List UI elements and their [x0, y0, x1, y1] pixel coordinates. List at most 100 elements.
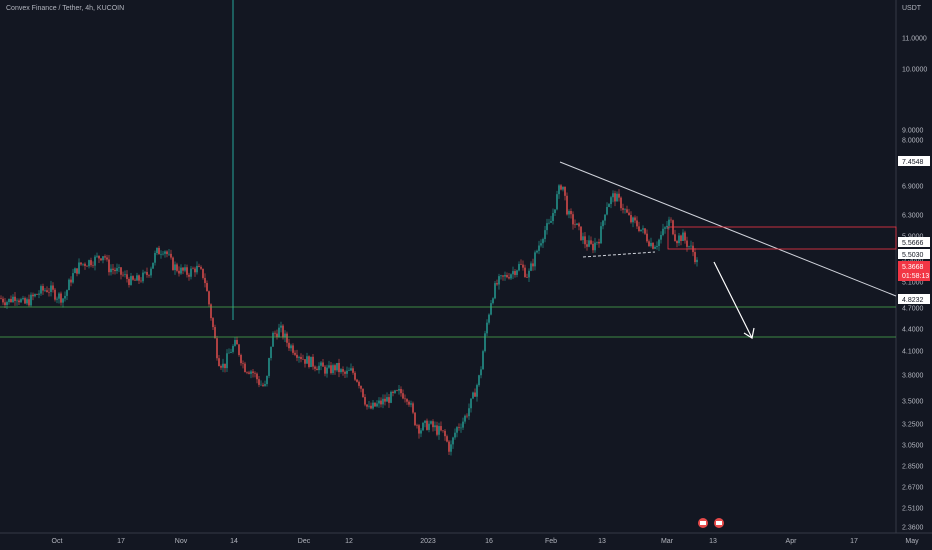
y-tick-label: 2.5100 — [902, 506, 924, 513]
candle-body — [260, 384, 262, 386]
y-tick-label: 11.0000 — [902, 36, 927, 43]
candle-body — [606, 207, 608, 215]
candle-body — [52, 285, 54, 290]
event-flag-icon[interactable] — [698, 518, 708, 528]
candle-body — [450, 444, 452, 452]
svg-text:01:58:13: 01:58:13 — [902, 273, 929, 280]
y-tick-label: 5.5000 — [902, 257, 924, 264]
x-axis-ticks: Oct 17 Nov 14 Dec 12 2023 16 Feb 13 Mar 13 Apr 17 May — [52, 538, 920, 545]
candle-body — [182, 267, 184, 271]
candle-body — [506, 275, 508, 278]
candle-body — [248, 372, 250, 374]
candle-body — [328, 365, 330, 368]
candle-body — [396, 390, 398, 391]
candle-body — [226, 353, 228, 369]
candle-body — [72, 273, 74, 283]
candle-body — [180, 267, 182, 274]
candle-body — [618, 193, 620, 198]
candle-body — [554, 209, 556, 214]
candle-body — [300, 356, 302, 360]
svg-text:5.5666: 5.5666 — [902, 240, 924, 247]
candle-body — [214, 327, 216, 339]
candle-body — [498, 276, 500, 285]
candle-body — [258, 379, 260, 385]
candle-body — [316, 368, 318, 371]
candle-body — [476, 385, 478, 397]
candle-body — [662, 228, 664, 236]
candle-body — [142, 272, 144, 282]
candle-body — [160, 254, 162, 255]
candle-body — [582, 236, 584, 241]
candle-body — [208, 291, 210, 305]
event-flag-icon[interactable] — [714, 518, 724, 528]
candle-body — [510, 274, 512, 279]
candle-body — [166, 251, 168, 255]
y-tick-label: 4.7000 — [902, 306, 924, 313]
candle-body — [116, 268, 118, 272]
candle-body — [314, 366, 316, 369]
candle-body — [680, 235, 682, 241]
candle-body — [8, 298, 10, 303]
candle-body — [346, 370, 348, 374]
candle-body — [350, 368, 352, 371]
price-unit: USDT — [902, 5, 922, 12]
candle-body — [134, 279, 136, 281]
candle-body — [0, 298, 2, 299]
candle-body — [592, 243, 594, 251]
candle-body — [278, 327, 280, 338]
candle-body — [500, 275, 502, 277]
candle-body — [588, 240, 590, 247]
candle-body — [358, 381, 360, 386]
candle-body — [418, 425, 420, 434]
candle-body — [458, 427, 460, 428]
candle-body — [24, 298, 26, 304]
candle-body — [462, 421, 464, 428]
candle-body — [172, 257, 174, 271]
candle-body — [630, 215, 632, 223]
candle-body — [264, 384, 266, 386]
candle-body — [556, 194, 558, 210]
descending-trendline — [559, 161, 897, 297]
candle-body — [158, 247, 160, 255]
candle-body — [312, 356, 314, 367]
candle-body — [284, 333, 286, 338]
candle-body — [324, 366, 326, 374]
y-tick-label: 4.1000 — [902, 349, 924, 356]
candle-body — [370, 405, 372, 409]
candle-body — [118, 267, 120, 269]
y-tick-label: 6.3000 — [902, 213, 924, 220]
candle-body — [472, 392, 474, 399]
candle-body — [502, 275, 504, 277]
resistance-zone — [667, 226, 897, 250]
candle-body — [428, 423, 430, 430]
candle-body — [120, 267, 122, 275]
candle-body — [380, 400, 382, 405]
candle-body — [220, 366, 222, 368]
candle-body — [304, 359, 306, 364]
candle-body — [628, 212, 630, 216]
candle-body — [636, 220, 638, 227]
candle-body — [168, 253, 170, 255]
candle-body — [572, 214, 574, 225]
candle-body — [634, 217, 636, 221]
candle-body — [188, 274, 190, 277]
candle-body — [580, 226, 582, 241]
candle-body — [126, 274, 128, 280]
candle-body — [104, 256, 106, 258]
candle-body — [448, 441, 450, 452]
candle-body — [206, 283, 208, 292]
candle-body — [400, 389, 402, 394]
candle-body — [524, 267, 526, 278]
candle-body — [254, 372, 256, 374]
candle-body — [146, 271, 148, 275]
candle-body — [666, 225, 668, 228]
candle-body — [128, 279, 130, 285]
candle-body — [388, 397, 390, 403]
candle-body — [102, 256, 104, 261]
candle-body — [292, 345, 294, 353]
candle-body — [38, 293, 40, 295]
candle-body — [668, 219, 670, 226]
candle-body — [406, 399, 408, 402]
y-tick-label: 8.0000 — [902, 138, 924, 145]
candle-body — [626, 209, 628, 213]
